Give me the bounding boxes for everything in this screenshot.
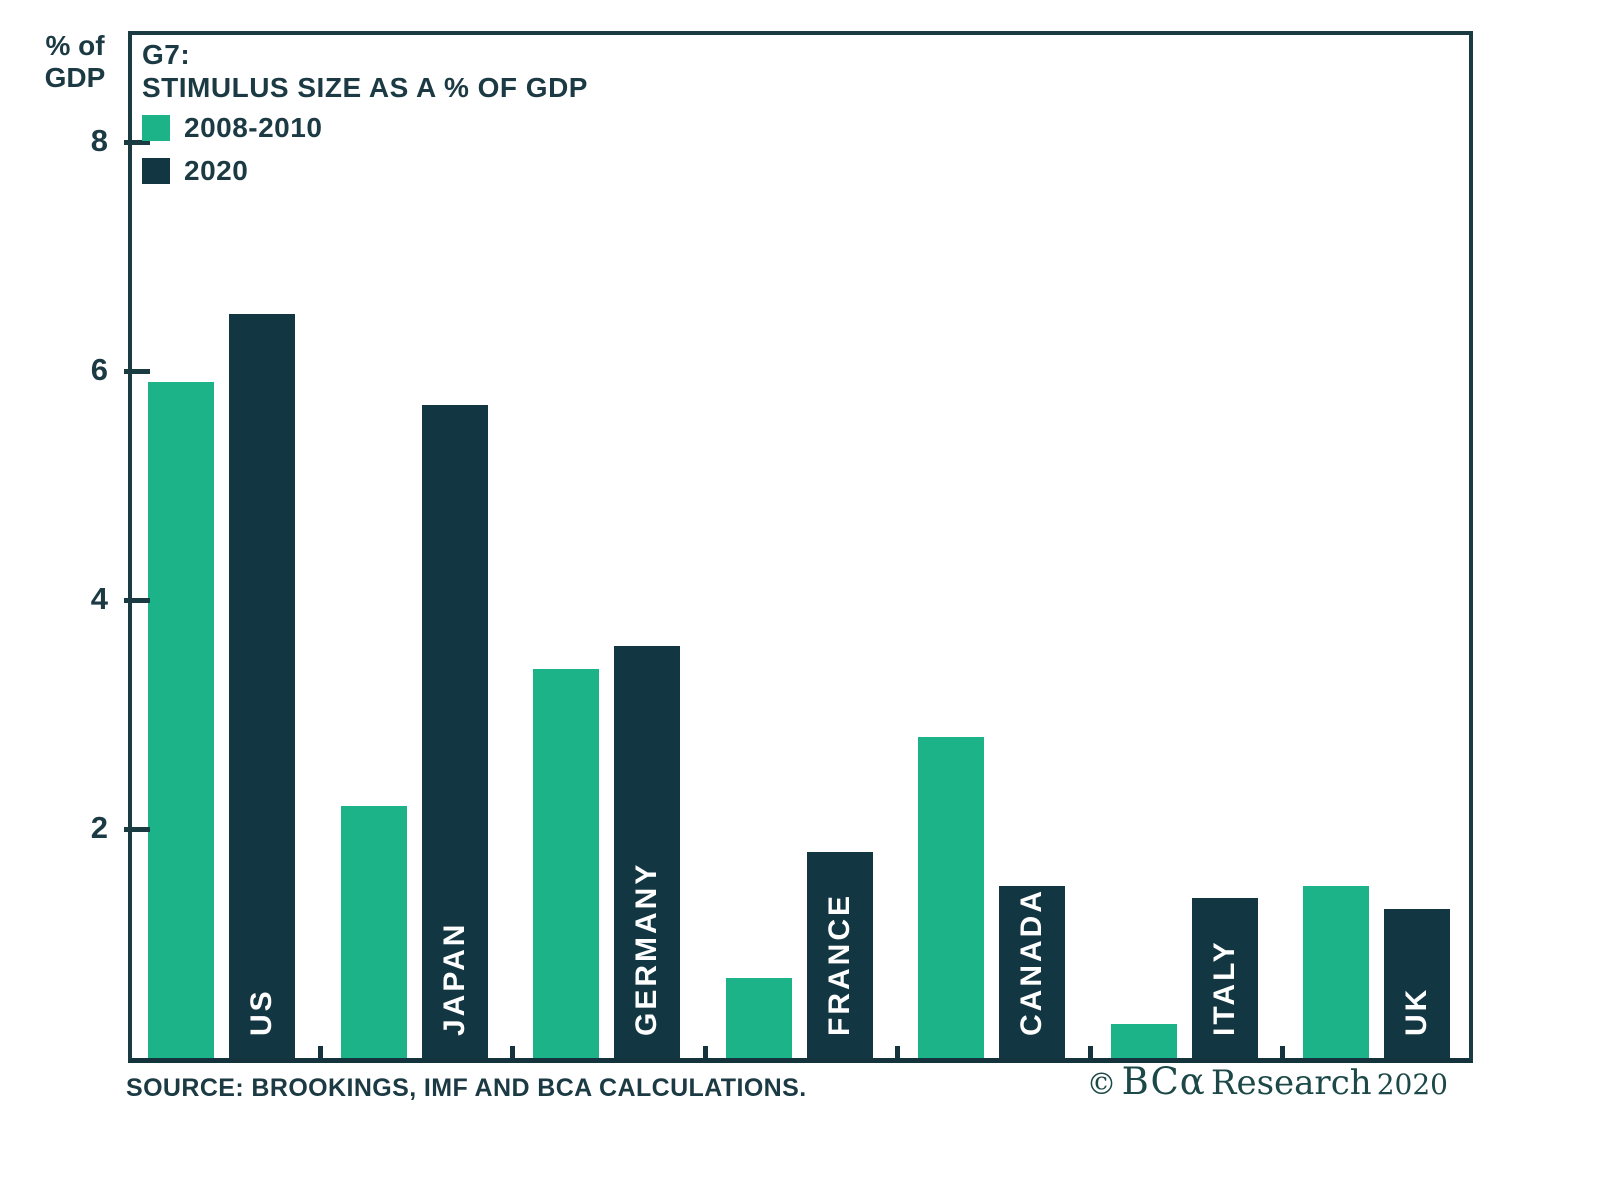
legend-swatch-2020 [142, 158, 170, 184]
country-label-germany: GERMANY [630, 861, 663, 1036]
country-label-japan: JAPAN [438, 921, 471, 1036]
y-axis-tick-label-2: 2 [90, 810, 108, 845]
bar-2020-germany [614, 646, 680, 1058]
y-axis-tick-4 [124, 598, 150, 603]
chart-title-line1: G7: [142, 39, 191, 70]
x-axis-tick-5 [1088, 1046, 1093, 1058]
country-label-italy: ITALY [1208, 939, 1241, 1036]
legend: 2008-2010 2020 [142, 112, 588, 186]
country-label-uk: UK [1400, 986, 1433, 1036]
x-axis-tick-1 [318, 1046, 323, 1058]
brand-name: Research [1210, 1063, 1372, 1103]
bar-2008-2010-us [148, 382, 214, 1058]
bar-2020-canada [999, 886, 1065, 1058]
y-axis-tick-label-8: 8 [90, 123, 108, 158]
x-axis-tick-3 [703, 1046, 708, 1058]
legend-item-2020: 2020 [142, 155, 588, 186]
legend-item-2008-2010: 2008-2010 [142, 112, 588, 143]
x-axis-tick-4 [895, 1046, 900, 1058]
legend-label-2008-2010: 2008-2010 [184, 112, 323, 143]
brand-logo-text: BCα [1121, 1060, 1206, 1103]
bar-2020-uk [1384, 909, 1450, 1058]
y-axis-tick-6 [124, 369, 150, 374]
chart-title-block: G7: STIMULUS SIZE AS A % OF GDP 2008-201… [142, 38, 588, 200]
x-axis-tick-2 [510, 1046, 515, 1058]
bar-2008-2010-canada [918, 737, 984, 1058]
x-axis-tick-6 [1280, 1046, 1285, 1058]
bar-2008-2010-japan [341, 806, 407, 1058]
bar-2008-2010-france [726, 978, 792, 1058]
y-axis-tick-8 [124, 140, 150, 145]
country-label-us: US [245, 988, 278, 1036]
plot-area: US JAPAN GERMANY FRANCE CANADA ITALY UK [124, 31, 1473, 1063]
country-label-france: FRANCE [823, 893, 856, 1036]
brand-credit: © BCα Research 2020 [1087, 1060, 1449, 1103]
bar-2020-italy [1192, 898, 1258, 1058]
bar-2008-2010-italy [1111, 1024, 1177, 1058]
bar-2008-2010-uk [1303, 886, 1369, 1058]
bar-2020-france [807, 852, 873, 1058]
country-label-canada: CANADA [1015, 888, 1048, 1036]
legend-swatch-2008-2010 [142, 115, 170, 141]
credit-year: 2020 [1376, 1068, 1448, 1101]
y-axis-tick-2 [124, 827, 150, 832]
bar-2020-japan [422, 405, 488, 1058]
bar-2008-2010-germany [533, 669, 599, 1058]
y-axis-tick-label-4: 4 [90, 581, 108, 616]
bar-2020-us [229, 314, 295, 1058]
copyright-symbol: © [1086, 1067, 1117, 1102]
source-note: SOURCE: BROOKINGS, IMF AND BCA CALCULATI… [126, 1074, 807, 1102]
y-axis-title: % of GDP [44, 30, 106, 93]
y-axis-tick-label-6: 6 [90, 352, 108, 387]
legend-label-2020: 2020 [184, 155, 249, 186]
chart-title-line2: STIMULUS SIZE AS A % OF GDP [142, 72, 588, 103]
